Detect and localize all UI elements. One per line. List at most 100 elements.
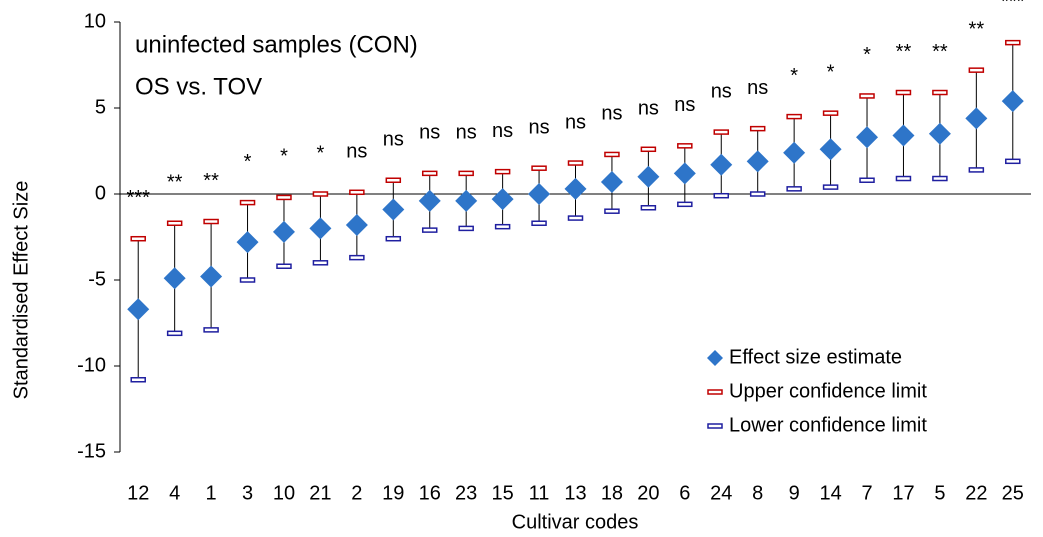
lower-limit [312, 260, 329, 266]
upper-limit [531, 165, 547, 171]
lower-limit [822, 184, 839, 190]
lower-limit [859, 177, 875, 183]
lower-limit [239, 277, 256, 283]
lower-limit [276, 263, 292, 269]
x-tick-label: 20 [637, 482, 659, 504]
estimate [856, 126, 879, 149]
estimate [637, 165, 660, 188]
x-tick-label: 3 [242, 482, 253, 504]
estimate [528, 183, 551, 205]
significance: ** [167, 172, 183, 194]
x-tick-label: 14 [819, 482, 841, 504]
significance: ** [932, 41, 948, 63]
significance: *** [127, 187, 151, 209]
significance: * [317, 142, 325, 164]
x-tick-label: 8 [752, 482, 763, 504]
lower-limit [1005, 158, 1021, 165]
upper-limit [604, 151, 620, 158]
y-tick-label: 10 [84, 10, 106, 32]
significance: ** [203, 170, 219, 192]
upper-limit [567, 160, 584, 166]
estimate [600, 170, 623, 193]
significance: * [790, 65, 798, 87]
x-tick-label: 6 [679, 482, 690, 504]
upper-limit [786, 113, 802, 120]
lower-limit [203, 327, 219, 333]
lower-limit [786, 186, 802, 192]
x-tick-label: 21 [309, 482, 331, 504]
x-tick-label: 12 [127, 482, 149, 504]
estimate [783, 141, 806, 164]
x-tick-label: 11 [529, 482, 550, 504]
upper-limit [239, 199, 256, 206]
upper-limit [349, 189, 365, 196]
estimate [965, 107, 988, 130]
legend-swatch [707, 423, 723, 429]
x-tick-label: 16 [419, 482, 441, 504]
y-tick-label: 5 [95, 96, 106, 118]
significance: * [280, 146, 288, 168]
upper-limit [130, 235, 146, 242]
upper-limit [932, 89, 948, 96]
lower-limit [531, 220, 547, 226]
estimate [272, 220, 295, 243]
x-tick-label: 17 [892, 482, 914, 504]
x-tick-label: 15 [491, 482, 513, 504]
lower-limit [458, 225, 474, 232]
x-tick-label: 25 [1002, 482, 1024, 504]
x-tick-label: 9 [789, 482, 800, 504]
legend-swatch [707, 350, 723, 366]
estimate [345, 213, 368, 236]
legend-label: Effect size estimate [729, 346, 902, 368]
significance: ns [346, 141, 367, 163]
upper-limit [276, 194, 292, 201]
lower-limit [640, 205, 657, 211]
significance: ns [383, 129, 404, 151]
estimate [455, 189, 478, 212]
upper-limit [494, 168, 511, 175]
x-tick-label: 7 [861, 482, 872, 504]
lower-limit [385, 235, 402, 242]
chart-title: uninfected samples (CON) [135, 31, 418, 58]
y-tick-label: -5 [88, 268, 106, 290]
x-axis-label: Cultivar codes [512, 511, 639, 533]
estimate [1001, 90, 1024, 113]
x-tick-label: 19 [382, 482, 404, 504]
lower-limit [349, 254, 365, 261]
x-tick-label: 23 [455, 482, 477, 504]
lower-limit [895, 175, 912, 182]
estimate [673, 162, 696, 185]
estimate [200, 265, 223, 288]
estimate [928, 122, 951, 145]
x-tick-label: 18 [601, 482, 623, 504]
significance: ns [565, 111, 586, 133]
x-tick-label: 10 [273, 482, 295, 504]
significance: * [863, 44, 871, 66]
x-tick-label: 1 [206, 482, 217, 504]
estimate [819, 138, 842, 161]
lower-limit [567, 215, 584, 221]
upper-limit [1005, 39, 1021, 46]
upper-limit [385, 177, 402, 183]
upper-limit [968, 67, 985, 73]
significance: ns [638, 98, 659, 120]
estimate [163, 267, 186, 290]
significance: * [827, 61, 835, 83]
estimate [892, 124, 915, 147]
estimate [127, 298, 150, 321]
legend-label: Lower confidence limit [729, 414, 927, 436]
lower-limit [932, 175, 948, 182]
legend-label: Upper confidence limit [729, 380, 927, 402]
estimate [382, 198, 405, 221]
y-tick-label: -10 [77, 354, 106, 376]
x-tick-label: 2 [351, 482, 362, 504]
lower-limit [749, 191, 766, 197]
significance: *** [1001, 0, 1025, 13]
estimate [746, 150, 769, 173]
upper-limit [677, 143, 693, 149]
significance: ns [674, 94, 695, 116]
estimate [236, 231, 259, 254]
upper-limit [713, 129, 730, 135]
significance: ns [528, 116, 549, 138]
